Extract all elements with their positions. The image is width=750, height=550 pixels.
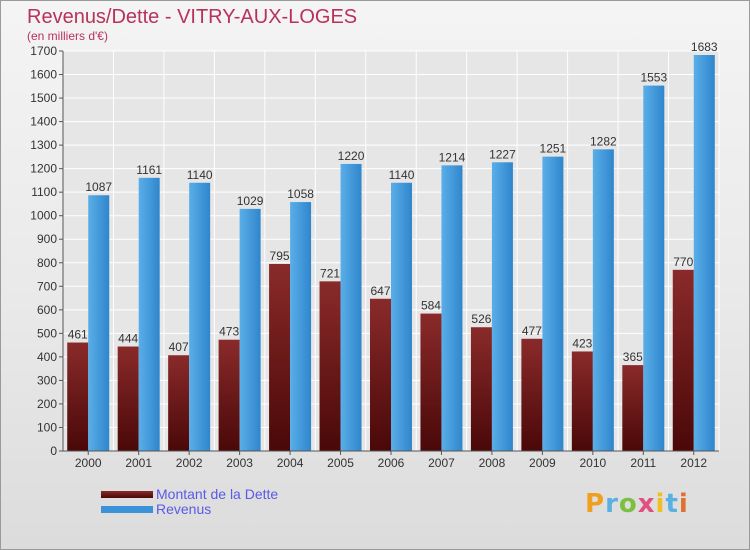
data-label-dette: 461 — [68, 328, 88, 342]
bar-dette — [622, 365, 644, 451]
bar-dette — [218, 339, 240, 451]
data-label-dette: 770 — [673, 255, 693, 269]
proxiti-logo: Proxiti — [585, 489, 689, 519]
y-tick-label: 0 — [50, 444, 57, 458]
x-tick-label: 2005 — [327, 456, 354, 470]
data-label-revenus: 1227 — [489, 147, 516, 161]
bar-dette — [571, 351, 593, 451]
data-label-revenus: 1161 — [136, 163, 162, 177]
bar-dette — [521, 338, 543, 451]
data-label-revenus: 1553 — [640, 71, 667, 85]
y-tick-label: 600 — [37, 303, 57, 317]
bar-revenus — [441, 165, 463, 451]
bar-dette — [269, 263, 291, 451]
data-label-revenus: 1087 — [85, 180, 112, 194]
bar-revenus — [693, 55, 715, 451]
data-label-dette: 526 — [471, 312, 491, 326]
x-tick-label: 2010 — [579, 456, 606, 470]
x-tick-label: 2008 — [479, 456, 506, 470]
x-tick-label: 2009 — [529, 456, 556, 470]
data-label-dette: 423 — [572, 336, 592, 350]
data-label-dette: 407 — [169, 340, 189, 354]
bar-revenus — [290, 202, 312, 451]
legend-label-revenus: Revenus — [156, 501, 212, 517]
bar-revenus — [239, 208, 261, 451]
data-label-revenus: 1214 — [439, 150, 466, 164]
y-tick-label: 1200 — [30, 162, 57, 176]
bar-dette — [67, 342, 89, 451]
data-label-dette: 477 — [522, 324, 542, 338]
bar-dette — [672, 269, 694, 451]
x-tick-label: 2004 — [277, 456, 304, 470]
legend-swatch-dette — [101, 491, 153, 498]
bar-dette — [470, 327, 492, 451]
chart-subtitle: (en milliers d'€) — [27, 29, 108, 43]
y-tick-label: 1100 — [31, 185, 57, 199]
bar-dette — [370, 298, 391, 451]
x-tick-label: 2000 — [75, 456, 102, 470]
x-tick-label: 2002 — [176, 456, 203, 470]
data-label-dette: 365 — [623, 350, 643, 364]
data-label-revenus: 1140 — [389, 168, 415, 182]
y-tick-label: 900 — [37, 232, 57, 246]
x-tick-label: 2007 — [428, 456, 455, 470]
legend-label-dette: Montant de la Dette — [156, 486, 279, 502]
bar-revenus — [542, 156, 564, 451]
data-label-revenus: 1251 — [540, 142, 567, 156]
bar-revenus — [189, 182, 211, 451]
y-tick-label: 100 — [37, 420, 57, 434]
y-tick-label: 1700 — [30, 44, 57, 58]
bar-revenus — [592, 149, 614, 451]
y-tick-label: 1400 — [30, 115, 57, 129]
y-tick-label: 200 — [37, 397, 57, 411]
y-tick-label: 1500 — [30, 91, 57, 105]
x-tick-label: 2003 — [226, 456, 253, 470]
data-label-revenus: 1683 — [691, 40, 718, 54]
y-tick-label: 1000 — [30, 209, 57, 223]
y-tick-label: 700 — [37, 279, 57, 293]
bar-revenus — [88, 195, 110, 451]
bar-dette — [420, 313, 442, 451]
x-tick-label: 2012 — [680, 456, 707, 470]
bar-dette — [319, 281, 341, 451]
data-label-dette: 647 — [370, 284, 390, 298]
legend-swatch-revenus — [101, 506, 153, 513]
data-label-dette: 473 — [219, 325, 239, 339]
y-tick-label: 1300 — [30, 138, 57, 152]
data-label-revenus: 1058 — [287, 187, 314, 201]
x-tick-label: 2011 — [630, 456, 656, 470]
data-label-revenus: 1140 — [187, 168, 213, 182]
data-label-dette: 444 — [118, 332, 138, 346]
data-label-dette: 584 — [421, 299, 441, 313]
x-tick-label: 2006 — [378, 456, 405, 470]
bar-dette — [168, 355, 190, 451]
bar-revenus — [391, 182, 412, 451]
data-label-dette: 721 — [320, 266, 340, 280]
y-tick-label: 1600 — [30, 68, 57, 82]
y-tick-label: 300 — [37, 373, 57, 387]
bar-dette — [117, 346, 139, 451]
data-label-revenus: 1282 — [590, 134, 617, 148]
y-tick-label: 400 — [37, 350, 57, 364]
y-tick-label: 800 — [37, 256, 57, 270]
data-label-revenus: 1029 — [237, 194, 264, 208]
data-label-dette: 795 — [270, 249, 290, 263]
bar-revenus — [138, 177, 160, 451]
bar-revenus — [491, 162, 513, 451]
bar-revenus — [340, 163, 362, 452]
chart-title: Revenus/Dette - VITRY-AUX-LOGES — [27, 6, 358, 28]
bar-revenus — [643, 85, 665, 452]
x-tick-label: 2001 — [125, 456, 152, 470]
y-tick-label: 500 — [37, 326, 57, 340]
data-label-revenus: 1220 — [338, 149, 365, 163]
